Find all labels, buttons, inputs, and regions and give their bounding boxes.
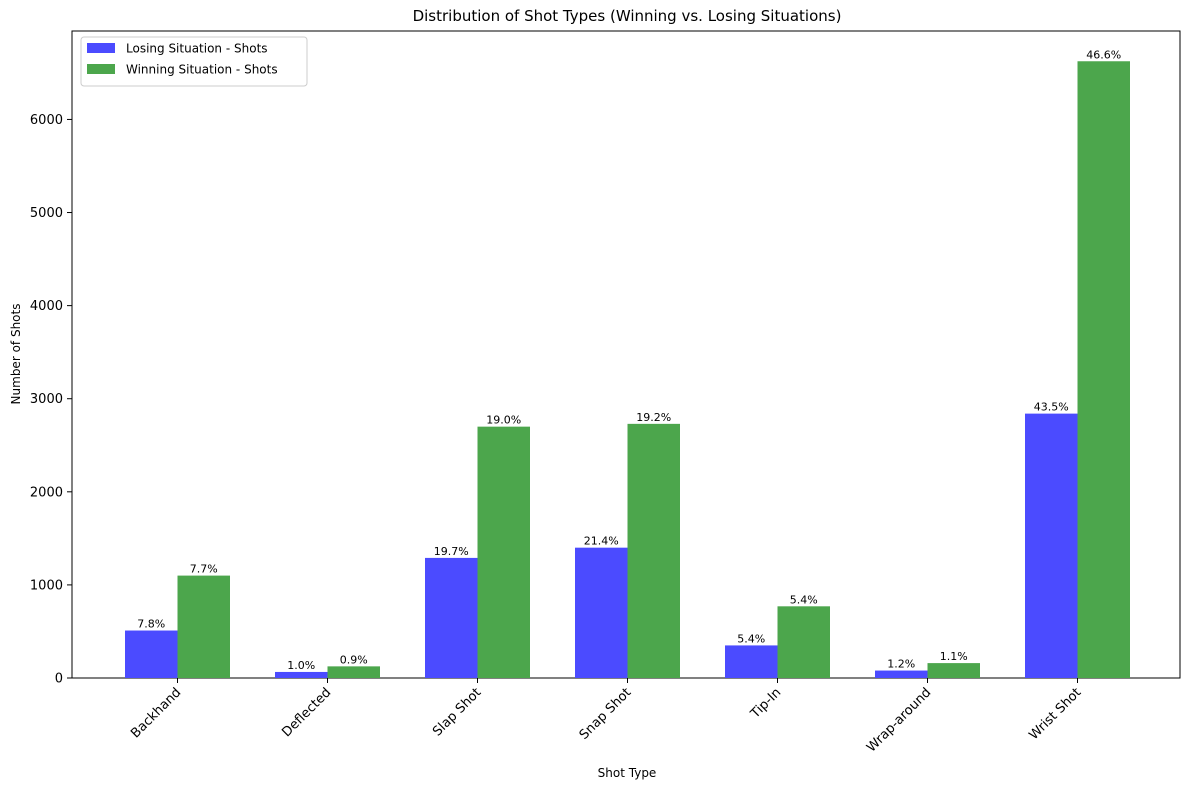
bar-value-label: 1.0% — [287, 659, 315, 672]
bar-value-label: 7.8% — [137, 618, 165, 631]
bar-value-label: 19.0% — [486, 414, 521, 427]
bar-winning — [477, 426, 530, 678]
bar-winning — [1077, 61, 1130, 679]
y-tick-label: 0 — [55, 672, 63, 687]
bar-value-label: 7.7% — [190, 563, 218, 576]
bar-value-label: 46.6% — [1086, 48, 1121, 61]
bar-winning — [327, 666, 380, 678]
y-tick-label: 1000 — [30, 578, 63, 593]
y-tick-label: 5000 — [30, 206, 63, 221]
bar-winning — [777, 606, 830, 678]
bars — [125, 61, 1130, 679]
y-tick-label: 3000 — [30, 392, 63, 407]
bar-losing — [875, 670, 928, 678]
y-axis: 0 1000 2000 3000 4000 5000 6000 — [30, 113, 72, 687]
x-tick-label: Slap Shot — [430, 685, 484, 739]
bar-value-label: 21.4% — [584, 535, 619, 548]
legend-box — [80, 36, 308, 87]
x-tick-label: Backhand — [128, 685, 184, 741]
bar-losing — [425, 557, 478, 678]
legend-entry: Winning Situation - Shots — [126, 63, 278, 77]
legend-swatch — [87, 43, 115, 53]
bar-value-label: 5.4% — [737, 632, 765, 645]
x-tick-label: Snap Shot — [577, 685, 635, 743]
bar-value-label: 0.9% — [340, 653, 368, 666]
bar-value-label: 43.5% — [1034, 401, 1069, 414]
bar-value-label: 1.1% — [940, 650, 968, 663]
legend: Losing Situation - Shots Winning Situatio… — [80, 36, 308, 87]
y-tick-label: 4000 — [30, 299, 63, 314]
bar-losing — [1025, 413, 1078, 678]
bar-value-label: 19.2% — [636, 411, 671, 424]
y-tick-label: 2000 — [30, 485, 63, 500]
y-tick-label: 6000 — [30, 113, 63, 128]
bar-losing — [125, 630, 178, 678]
x-tick-label: Wrap-around — [864, 685, 934, 755]
bar-labels: 7.8% 1.0% 19.7% 21.4% 5.4% 1.2% 43.5% 7.7% 0.9% 1… — [137, 48, 1121, 672]
bar-winning — [927, 663, 980, 678]
legend-entry: Losing Situation - Shots — [126, 42, 268, 56]
bar-losing — [725, 645, 778, 678]
x-tick-label: Wrist Shot — [1027, 685, 1085, 743]
bar-losing — [275, 671, 328, 678]
x-tick-label: Tip-In — [747, 685, 784, 722]
y-axis-label: Number of Shots — [9, 304, 23, 405]
bar-value-label: 1.2% — [887, 658, 915, 671]
x-axis: Backhand Deflected Slap Shot Snap Shot Tip-I… — [128, 678, 1084, 755]
bar-value-label: 5.4% — [790, 593, 818, 606]
bar-winning — [627, 423, 680, 678]
x-tick-label: Deflected — [279, 685, 334, 740]
chart-title: Distribution of Shot Types (Winning vs. … — [413, 7, 842, 25]
x-axis-label: Shot Type — [598, 766, 657, 780]
bar-value-label: 19.7% — [434, 545, 469, 558]
legend-swatch — [87, 64, 115, 74]
bar-winning — [177, 575, 230, 678]
bar-losing — [575, 547, 628, 678]
